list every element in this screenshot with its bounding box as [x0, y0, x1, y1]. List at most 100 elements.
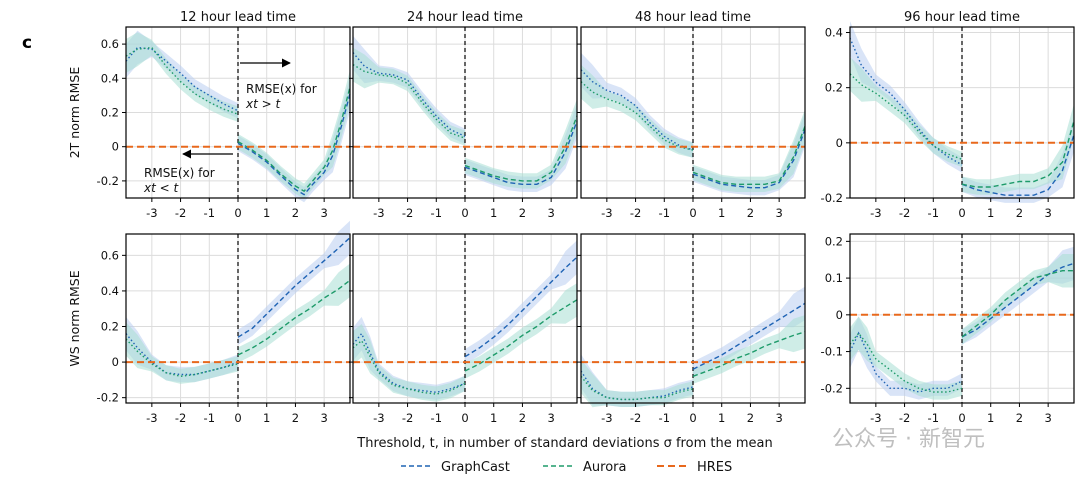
confidence-band-aurora: [126, 322, 238, 384]
y-tick-label: -0.2: [821, 191, 843, 205]
series-line-graphcast-dotted: [849, 331, 963, 393]
y-tick-label: -0.2: [97, 174, 119, 188]
x-tick-label: 1: [718, 206, 725, 220]
x-tick-label: -3: [870, 411, 881, 425]
panel-title: 24 hour lead time: [407, 10, 523, 25]
panel-r1-c4: 96 hour lead time -3 -2 -1 0 1 2 3 -0.2 0 0.2 0.4: [821, 10, 1075, 220]
x-tick-label: -3: [146, 206, 157, 220]
x-tick-label: 3: [320, 411, 327, 425]
x-tick-label: -2: [175, 206, 186, 220]
x-tick-label: 0: [234, 411, 241, 425]
y-tick-label: -0.1: [821, 345, 843, 359]
x-tick-label: 0: [958, 411, 965, 425]
panel-r1-c3: 48 hour lead time -3 -2 -1 0 1 2 3: [577, 10, 806, 220]
confidence-band-aurora: [962, 254, 1074, 345]
x-tick-label: -3: [601, 206, 612, 220]
series-line-aurora-dashed: [237, 86, 351, 193]
x-tick-label: -2: [630, 411, 641, 425]
y-tick-label: 0: [112, 355, 119, 369]
series-line-graphcast-dashed: [692, 302, 806, 370]
y-tick-label: 0.2: [101, 320, 119, 334]
series-line-graphcast-dashed: [237, 237, 351, 338]
x-tick-label: -2: [402, 411, 413, 425]
panel-r2-c1: -3 -2 -1 0 1 2 3 -0.2 0 0.2 0.4 0.6: [97, 220, 351, 425]
confidence-band-aurora: [850, 57, 962, 168]
x-tick-label: -1: [659, 206, 670, 220]
x-tick-label: 3: [547, 411, 554, 425]
panel-title: 96 hour lead time: [904, 10, 1020, 25]
series-line-graphcast-dotted: [125, 46, 239, 112]
panel-r2-c2: -3 -2 -1 0 1 2 3: [349, 233, 578, 425]
series-line-graphcast-dashed: [464, 120, 578, 185]
x-tick-label: -1: [204, 206, 215, 220]
annotation-left: RMSE(x) for xt < t: [143, 149, 233, 195]
x-tick-label: -1: [659, 411, 670, 425]
series-line-graphcast-dashed: [961, 134, 1075, 196]
confidence-band-aurora: [693, 109, 805, 192]
x-tick-label: 2: [292, 206, 299, 220]
series-line-aurora-dashed: [464, 115, 578, 182]
confidence-band-aurora: [238, 69, 350, 199]
confidence-band-aurora: [126, 32, 238, 122]
x-tick-label: -2: [899, 206, 910, 220]
series-line-aurora-dashed: [464, 299, 578, 372]
confidence-band-aurora: [581, 64, 693, 158]
series-line-aurora-dotted: [849, 73, 963, 161]
panel-r2-c4: -3 -2 -1 0 1 2 3 -0.2 -0.1 0 0.1 0.2: [821, 233, 1075, 425]
x-tick-label: 2: [292, 411, 299, 425]
x-tick-label: 1: [718, 411, 725, 425]
x-tick-label: -2: [402, 206, 413, 220]
x-tick-label: -1: [431, 206, 442, 220]
series-line-aurora-dotted: [580, 81, 694, 151]
x-tick-label: 1: [987, 206, 994, 220]
confidence-band-graphcast: [693, 286, 805, 377]
confidence-band-aurora: [238, 263, 350, 363]
x-tick-label: 3: [1044, 206, 1051, 220]
x-tick-label: -3: [146, 411, 157, 425]
x-tick-label: 2: [1016, 411, 1023, 425]
confidence-band-aurora: [465, 283, 577, 379]
series-line-graphcast-dotted: [125, 333, 239, 376]
x-tick-label: -3: [870, 206, 881, 220]
x-tick-label: 2: [1016, 206, 1023, 220]
y-tick-label: -0.2: [97, 391, 119, 405]
confidence-band-aurora: [850, 316, 962, 400]
x-tick-label: -2: [630, 206, 641, 220]
x-tick-label: -1: [431, 411, 442, 425]
y-tick-label: 0.2: [825, 81, 843, 95]
panel-label: c: [22, 33, 32, 53]
confidence-band-aurora: [353, 47, 465, 146]
series-line-aurora-dashed: [961, 120, 1075, 188]
x-tick-label: 3: [320, 206, 327, 220]
x-axis-label: Threshold, t, in number of standard devi…: [356, 436, 772, 451]
right-arrow-label-line1: RMSE(x) for: [246, 82, 317, 96]
y-tick-label: 0.6: [101, 248, 119, 262]
confidence-band-aurora: [353, 324, 465, 402]
series-line-aurora-dashed: [692, 331, 806, 377]
x-tick-label: -3: [601, 411, 612, 425]
annotation-right: RMSE(x) for xt > t: [240, 58, 317, 111]
series-line-aurora-dotted: [849, 332, 963, 393]
x-tick-label: 1: [490, 206, 497, 220]
y-tick-label: 0.2: [101, 106, 119, 120]
x-tick-label: -3: [373, 206, 384, 220]
series-line-graphcast-dashed: [464, 256, 578, 358]
y-tick-label: -0.2: [821, 381, 843, 395]
x-tick-label: 0: [689, 411, 696, 425]
legend-label-aurora: Aurora: [583, 460, 626, 475]
confidence-band-aurora: [465, 99, 577, 189]
series-line-graphcast-dotted: [352, 332, 466, 394]
x-tick-label: 3: [775, 411, 782, 425]
x-tick-label: 0: [958, 206, 965, 220]
x-tick-label: 3: [775, 206, 782, 220]
x-tick-label: 1: [263, 206, 270, 220]
x-tick-label: -3: [373, 411, 384, 425]
confidence-band-graphcast: [962, 117, 1074, 203]
series-line-graphcast-dashed: [692, 129, 806, 189]
y-tick-label: 0.1: [825, 271, 843, 285]
y-tick-label: 0: [836, 136, 843, 150]
y-tick-label: 0.4: [101, 71, 119, 85]
x-tick-label: 0: [234, 206, 241, 220]
confidence-band-graphcast: [465, 240, 577, 365]
